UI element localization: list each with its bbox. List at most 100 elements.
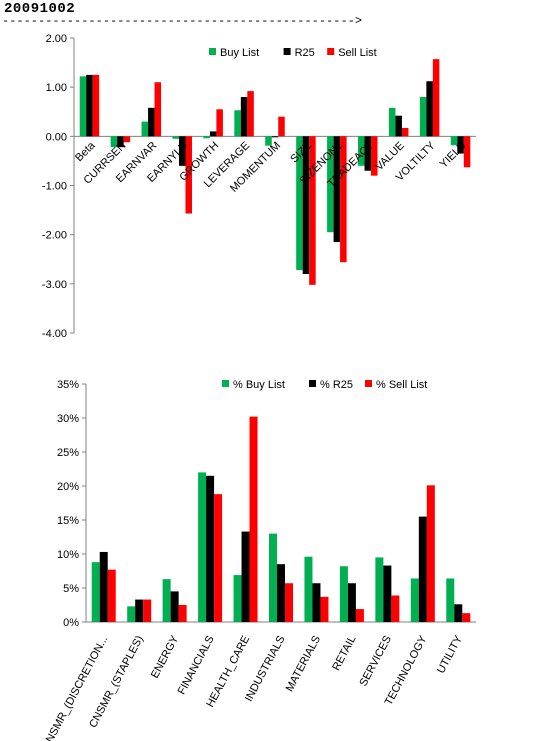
bar-r25-tradeact — [364, 136, 372, 171]
bar-buy-list-cnsmr-staples — [127, 606, 136, 622]
bar-buy-list-leverage — [234, 110, 241, 137]
x-tick-label: SERVICES — [357, 634, 394, 689]
bar-r25-size — [302, 136, 310, 274]
bar-buy-list-momentum — [265, 136, 272, 146]
bar-sell-list-earnvar — [154, 82, 162, 137]
bar-sell-list-energy — [178, 605, 187, 622]
bar-sell-list-cnsmr-staples — [143, 599, 152, 622]
bar-buy-list-materials — [304, 556, 313, 622]
bar-sell-list-earnyld — [185, 136, 192, 214]
bar-sell-list-leverage — [247, 91, 254, 137]
bar-buy-list-size — [296, 136, 303, 271]
header: 20091002 -------------------------------… — [2, 0, 532, 32]
bar-buy-list-voltilty — [419, 97, 427, 137]
bar-buy-list-financials — [198, 472, 207, 622]
y-tick-label: -3.00 — [42, 279, 67, 291]
legend-label-sell-list: Sell List — [338, 47, 377, 59]
bar-buy-list-yield — [450, 136, 458, 146]
bar-sell-list-currsen — [123, 136, 131, 143]
bar-buy-list-sizenonl — [327, 136, 334, 233]
bar-r25-utility — [454, 604, 463, 622]
bar-buy-list-earnyld — [172, 136, 179, 139]
bar-buy-list-currsen — [110, 136, 118, 148]
bar-r25-voltilty — [426, 81, 433, 137]
y-tick-label: 10% — [57, 549, 79, 561]
bar-buy-list-services — [375, 557, 384, 622]
bar-buy-list-growth — [203, 136, 210, 139]
legend-swatch-sell-list — [365, 380, 372, 387]
y-tick-label: 15% — [57, 515, 79, 527]
x-tick-label: FINANCIALS — [176, 634, 217, 697]
x-tick-label: ENERGY — [149, 633, 182, 680]
bar-sell-list-momentum — [278, 116, 285, 137]
x-tick-label: RETAIL — [330, 634, 358, 673]
legend-swatch-sell-list — [327, 48, 335, 55]
x-tick-label: MATERIALS — [284, 634, 323, 694]
legend-label-r25: % R25 — [320, 379, 353, 391]
legend-swatch-r25 — [283, 48, 291, 55]
legend-swatch-buy-list — [209, 48, 216, 55]
factor-exposure-chart: 2.001.000.00-1.00-2.00-3.00-4.00BetaCURR… — [42, 33, 476, 340]
bar-buy-list-retail — [339, 566, 348, 622]
bar-buy-list-tradeact — [358, 136, 365, 166]
bar-buy-list-health-care — [233, 575, 242, 622]
bar-r25-financials — [206, 475, 215, 622]
bar-r25-industrials — [277, 564, 285, 622]
bar-r25-momentum — [271, 136, 279, 138]
bar-r25-leverage — [240, 97, 248, 137]
bar-r25-services — [383, 565, 392, 622]
y-tick-label: 30% — [57, 413, 79, 425]
bar-r25-retail — [347, 583, 356, 622]
bar-buy-list-beta — [79, 76, 87, 137]
bar-r25-energy — [170, 591, 179, 622]
bar-r25-earnyld — [178, 136, 186, 166]
bar-sell-list-services — [391, 595, 400, 622]
legend-label-buy-list: % Buy List — [233, 379, 285, 391]
bar-buy-list-utility — [446, 578, 455, 622]
bar-buy-list-earnvar — [141, 121, 149, 137]
bar-sell-list-voltilty — [432, 59, 440, 137]
bar-r25-beta — [86, 74, 93, 137]
y-tick-label: -1.00 — [42, 181, 67, 193]
legend-label-r25: R25 — [295, 47, 315, 59]
legend-label-sell-list: % Sell List — [376, 379, 427, 391]
bar-r25-sizenonl — [333, 136, 341, 243]
bar-r25-cnsmr-staples — [135, 599, 144, 622]
bar-r25-cnsmr-discretion — [99, 551, 108, 622]
bar-buy-list-value — [388, 107, 396, 137]
bar-sell-list-growth — [216, 109, 223, 137]
bar-sell-list-financials — [214, 494, 223, 622]
bar-sell-list-retail — [355, 609, 364, 622]
bar-sell-list-industrials — [285, 583, 293, 622]
y-tick-label: 0.00 — [46, 131, 67, 143]
y-tick-label: -2.00 — [42, 230, 67, 242]
x-tick-label: UTILITY — [435, 633, 465, 675]
bar-sell-list-yield — [463, 136, 471, 168]
bar-r25-currsen — [117, 136, 124, 148]
bar-r25-yield — [457, 136, 464, 154]
bar-sell-list-utility — [462, 613, 471, 622]
x-tick-label: Beta — [73, 139, 98, 164]
bar-sell-list-health-care — [249, 416, 258, 622]
bar-r25-materials — [312, 583, 321, 622]
bar-r25-health-care — [241, 531, 250, 622]
bar-sell-list-size — [309, 136, 316, 285]
bar-sell-list-technology — [426, 485, 435, 622]
bar-r25-value — [395, 115, 402, 137]
sector-weight-chart: 35%30%25%20%15%10%5%0%CNSMR_(DISCRETION.… — [40, 379, 476, 741]
bar-buy-list-cnsmr-discretion — [91, 562, 100, 622]
y-tick-label: 35% — [57, 379, 79, 391]
bar-sell-list-sizenonl — [340, 136, 347, 263]
bar-sell-list-materials — [320, 596, 329, 622]
bar-r25-earnvar — [148, 107, 155, 137]
y-tick-label: 1.00 — [46, 82, 67, 94]
y-tick-label: 0% — [63, 617, 79, 629]
y-tick-label: 25% — [57, 447, 79, 459]
bar-buy-list-technology — [410, 578, 419, 622]
y-tick-label: -4.00 — [42, 328, 67, 340]
arrow-line: ----------------------------------------… — [2, 14, 363, 28]
y-tick-label: 2.00 — [46, 33, 67, 45]
legend-label-buy-list: Buy List — [220, 47, 259, 59]
date-label: 20091002 — [4, 1, 76, 17]
bar-buy-list-industrials — [269, 533, 277, 622]
